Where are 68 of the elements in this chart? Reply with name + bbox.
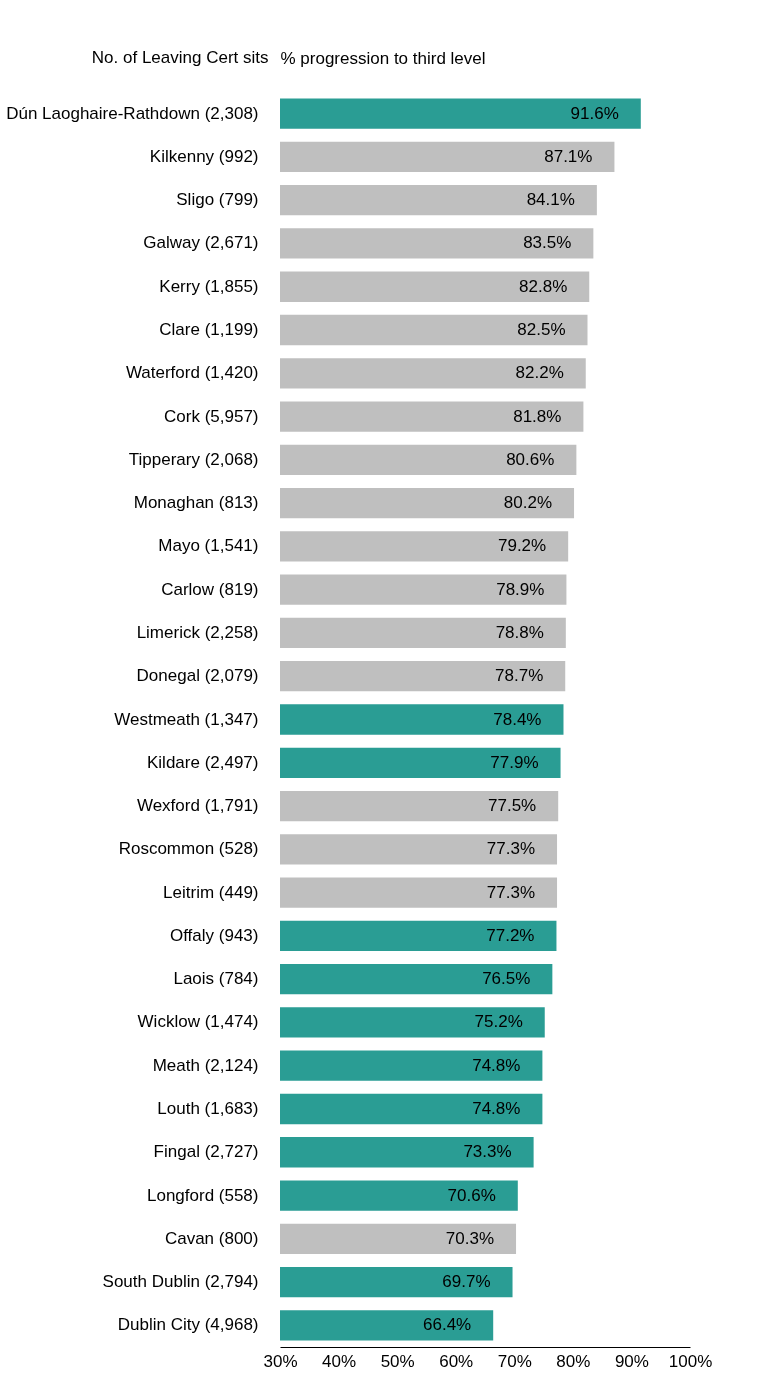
y-tick-label: Donegal (2,079) [136,666,259,686]
y-tick-label: Cork (5,957) [164,406,259,426]
data-label: 91.6% [570,103,619,123]
y-tick-label: Dún Laoghaire-Rathdown (2,308) [6,103,259,123]
y-tick-label: Kildare (2,497) [146,752,259,772]
y-tick-label: Fingal (2,727) [153,1142,259,1162]
y-tick-label: Laois (784) [173,969,259,989]
x-tick-label: 90% [614,1351,649,1371]
data-label: 80.6% [506,449,555,469]
x-tick-label: 40% [322,1351,357,1371]
y-tick-label: Offaly (943) [169,925,259,945]
y-tick-label: Limerick (2,258) [136,622,259,642]
data-label: 83.5% [523,233,572,253]
data-label: 70.3% [445,1228,495,1248]
y-tick-label: Carlow (819) [161,579,259,599]
data-label: 79.2% [497,536,547,556]
x-tick-label: 80% [556,1351,591,1371]
y-tick-label: Mayo (1,541) [158,536,259,556]
y-tick-label: Waterford (1,420) [125,363,259,383]
data-label: 70.6% [447,1185,496,1205]
y-tick-label: Dublin City (4,968) [117,1315,259,1335]
y-axis-title: No. of Leaving Cert sits [91,47,269,67]
y-tick-label: Sligo (799) [176,190,259,210]
x-tick-label: 50% [380,1351,415,1371]
y-tick-label: Longford (558) [146,1185,259,1205]
data-label: 78.9% [496,579,545,599]
y-tick-label: Roscommon (528) [118,839,259,859]
data-label: 82.8% [519,276,568,296]
data-label: 76.5% [482,969,531,989]
data-label: 69.7% [442,1272,491,1292]
y-tick-label: South Dublin (2,794) [102,1272,259,1292]
y-tick-label: Galway (2,671) [143,233,259,253]
data-label: 77.9% [490,752,539,772]
data-label: 78.7% [495,666,544,686]
data-label: 77.5% [488,796,537,816]
y-tick-label: Kerry (1,855) [159,276,259,296]
y-tick-label: Wicklow (1,474) [137,1012,259,1032]
data-label: 78.8% [495,622,544,642]
data-label: 81.8% [513,406,562,426]
data-label: 77.2% [486,925,535,945]
data-label: 77.3% [486,839,536,859]
y-tick-label: Westmeath (1,347) [114,709,259,729]
data-label: 82.5% [517,320,566,340]
data-label: 78.4% [493,709,542,729]
data-label: 74.8% [472,1055,521,1075]
y-tick-label: Monaghan (813) [133,493,259,513]
data-label: 66.4% [423,1315,472,1335]
data-label: 75.2% [474,1012,523,1032]
data-label: 74.8% [472,1098,521,1118]
data-label: 87.1% [544,146,593,166]
x-tick-label: 60% [439,1351,474,1371]
x-axis-title: % progression to third level [280,48,486,68]
y-tick-label: Clare (1,199) [159,320,259,340]
y-tick-label: Leitrim (449) [163,882,259,902]
data-label: 77.3% [486,882,536,902]
y-tick-label: Louth (1,683) [157,1098,259,1118]
x-tick-label: 30% [263,1351,298,1371]
y-tick-label: Tipperary (2,068) [128,449,259,469]
data-label: 80.2% [503,493,553,513]
data-label: 82.2% [515,363,564,383]
y-tick-label: Meath (2,124) [152,1055,259,1075]
x-tick-label: 70% [497,1351,532,1371]
x-tick-label: 100% [668,1351,713,1371]
data-label: 84.1% [526,190,575,210]
y-tick-label: Cavan (800) [164,1228,259,1248]
y-tick-label: Kilkenny (992) [149,146,259,166]
data-label: 73.3% [463,1142,512,1162]
y-tick-label: Wexford (1,791) [136,796,259,816]
